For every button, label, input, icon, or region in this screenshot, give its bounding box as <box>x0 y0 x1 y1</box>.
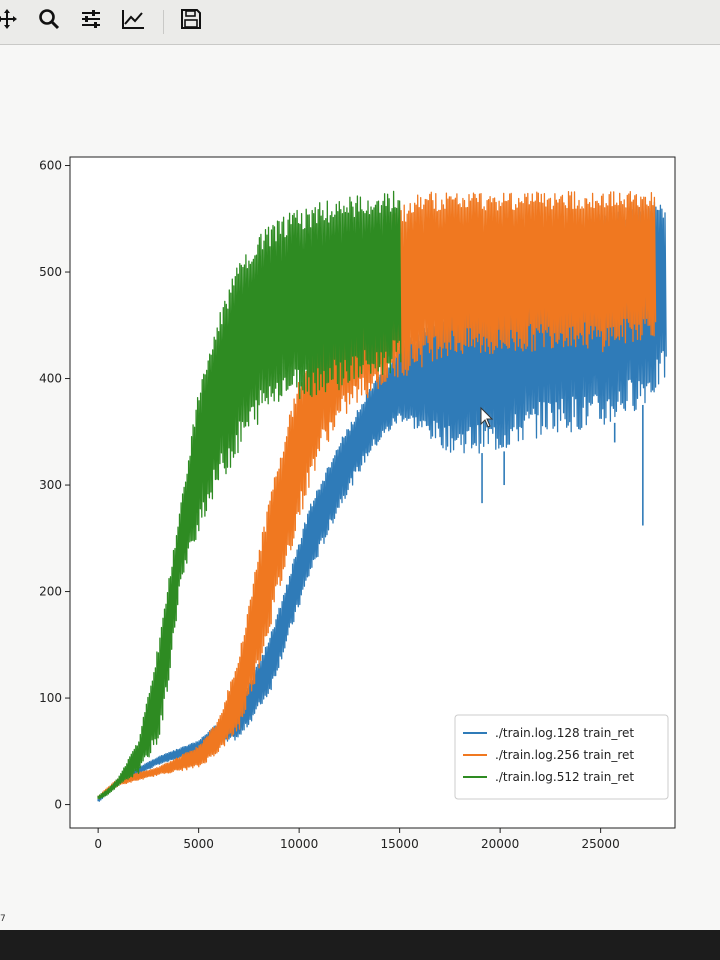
legend: ./train.log.128 train_ret ./train.log.256… <box>454 714 669 800</box>
toolbar-separator <box>163 10 164 34</box>
series-line <box>97 190 657 800</box>
zoom-button[interactable] <box>34 6 64 36</box>
chart-line-icon <box>120 7 146 35</box>
y-tick-label: 100 <box>39 691 62 705</box>
x-tick-label: 5000 <box>183 837 214 851</box>
chart: 0 5000 10000 15000 20000 25000 0 100 200 300 400 50… <box>39 156 676 851</box>
move-arrows-icon <box>0 7 19 35</box>
figure-canvas: 0 5000 10000 15000 20000 25000 0 100 200 300 400 50… <box>0 45 720 930</box>
toolbar <box>0 0 720 45</box>
x-tick-label: 20000 <box>481 837 519 851</box>
sliders-icon <box>79 7 103 35</box>
edit-axes-button[interactable] <box>118 6 148 36</box>
legend-label: ./train.log.256 train_ret <box>495 748 634 762</box>
legend-label: ./train.log.512 train_ret <box>495 770 634 784</box>
floppy-disk-icon <box>180 8 202 34</box>
y-tick-label: 500 <box>39 265 62 279</box>
mouse-cursor-icon <box>480 406 494 428</box>
legend-box <box>454 714 669 800</box>
legend-label: ./train.log.128 train_ret <box>495 726 634 740</box>
series-line <box>97 190 402 800</box>
series-path <box>97 190 657 800</box>
y-tick-label: 600 <box>39 159 62 173</box>
magnifier-icon <box>37 7 61 35</box>
x-tick-label: 25000 <box>582 837 620 851</box>
y-tick-label: 0 <box>54 798 62 812</box>
series-path <box>97 190 402 800</box>
subplots-button[interactable] <box>76 6 106 36</box>
x-tick-label: 0 <box>94 837 102 851</box>
x-tick-label: 15000 <box>381 837 419 851</box>
save-button[interactable] <box>176 6 206 36</box>
axes-frame <box>69 156 676 829</box>
y-tick-label: 300 <box>39 478 62 492</box>
bottom-bar <box>0 930 720 960</box>
y-tick-label: 200 <box>39 585 62 599</box>
y-tick-label: 400 <box>39 372 62 386</box>
status-text: 7 <box>0 914 6 924</box>
pan-button[interactable] <box>0 6 22 36</box>
x-tick-label: 10000 <box>280 837 318 851</box>
